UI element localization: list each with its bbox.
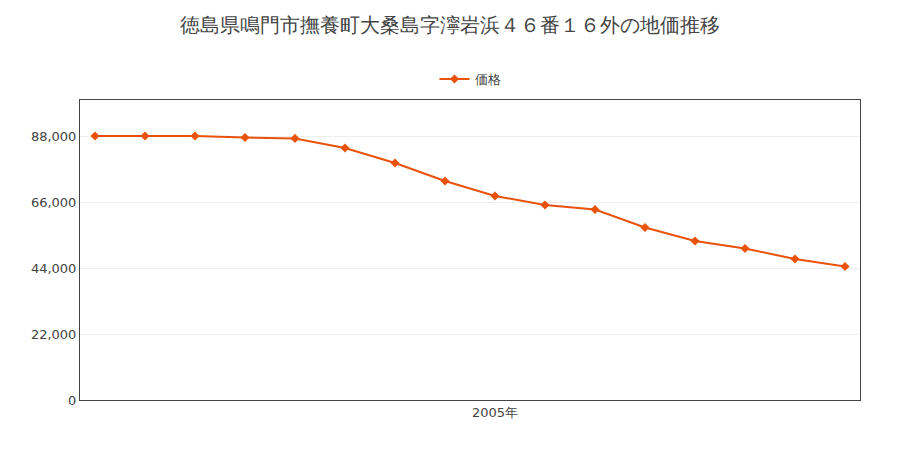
svg-text:徳島県鳴門市撫養町大桑島字濘岩浜４６番１６外の地価推移: 徳島県鳴門市撫養町大桑島字濘岩浜４６番１６外の地価推移 <box>180 13 720 37</box>
svg-text:価格: 価格 <box>475 72 501 87</box>
svg-text:66,000: 66,000 <box>31 195 77 210</box>
svg-text:0: 0 <box>68 393 76 408</box>
svg-text:44,000: 44,000 <box>31 261 77 276</box>
svg-text:88,000: 88,000 <box>31 129 77 144</box>
svg-text:22,000: 22,000 <box>31 327 77 342</box>
svg-text:2005年: 2005年 <box>472 405 518 420</box>
